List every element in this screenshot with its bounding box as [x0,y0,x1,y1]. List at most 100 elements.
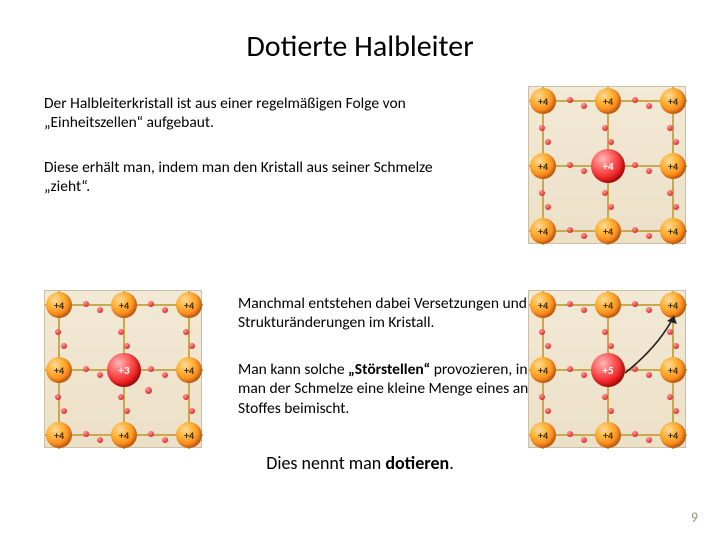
electron [124,408,130,414]
electron [567,366,573,372]
paragraph-2: Diese erhält man, indem man den Kristall… [44,158,454,197]
atom: +4 [530,153,556,179]
text: Dies nennt man [266,452,385,474]
atom: +4 [46,357,72,383]
atom: +4 [530,218,556,244]
atom: +4 [111,292,137,318]
electron [567,301,573,307]
page-number: 9 [691,509,698,526]
electron [124,343,130,349]
atom: +4 [176,422,202,448]
electron [545,204,551,210]
electron [545,408,551,414]
electron [602,125,608,131]
electron [581,372,587,378]
electron [83,431,89,437]
electron [673,204,679,210]
electron [608,343,614,349]
atom: +4 [530,292,556,318]
electron [189,408,195,414]
electron [673,408,679,414]
electron [162,437,168,443]
electron [61,343,67,349]
electron [602,190,608,196]
electron [83,366,89,372]
electron [148,366,154,372]
electron [632,366,638,372]
electron [667,329,673,335]
atom: +4 [660,153,686,179]
page-title: Dotierte Halbleiter [0,0,720,83]
electron [646,168,652,174]
atom: +4 [660,357,686,383]
electron [608,408,614,414]
atom: +4 [46,292,72,318]
electron [608,139,614,145]
electron [581,307,587,313]
electron [55,329,61,335]
electron [118,394,124,400]
electron [632,97,638,103]
atom: +4 [176,292,202,318]
electron [632,227,638,233]
electron [539,394,545,400]
electron [162,307,168,313]
atom: +4 [530,422,556,448]
electron [581,233,587,239]
electron [673,343,679,349]
paragraph-3: Manchmal entstehen dabei Versetzungen un… [238,294,568,333]
atom: +4 [660,292,686,318]
atom: +4 [46,422,72,448]
electron [97,437,103,443]
atom: +4 [595,422,621,448]
electron [545,343,551,349]
electron [581,168,587,174]
electron [567,162,573,168]
electron [581,103,587,109]
atom-center: +3 [107,353,141,387]
electron [646,307,652,313]
lattice-diagram-defect-p: +4+4+4+4+4+4+4+4+3 [44,290,202,448]
electron [567,227,573,233]
electron [646,233,652,239]
electron [646,103,652,109]
atom: +4 [595,218,621,244]
electron [602,329,608,335]
electron [97,307,103,313]
electron [539,125,545,131]
atom: +4 [530,357,556,383]
electron [632,301,638,307]
electron [632,431,638,437]
electron [183,329,189,335]
electron [646,437,652,443]
electron [646,372,652,378]
electron [55,394,61,400]
free-electron [145,387,152,394]
bold-term: „Störstellen“ [348,360,430,379]
electron [567,97,573,103]
lattice-diagram-defect-n: +4+4+4+4+4+4+4+4+5 [528,290,686,448]
atom-center: +4 [591,149,625,183]
electron [673,139,679,145]
lattice-diagram-normal: +4+4+4+4+4+4+4+4+4 [528,86,686,244]
electron [539,190,545,196]
electron [667,190,673,196]
electron [667,125,673,131]
electron [97,372,103,378]
text: Man kann solche [238,360,348,379]
electron [148,431,154,437]
atom: +4 [660,422,686,448]
atom: +4 [595,292,621,318]
electron [539,329,545,335]
atom: +4 [595,88,621,114]
paragraph-1: Der Halbleiterkristall ist aus einer reg… [44,94,454,133]
electron [183,394,189,400]
text: . [449,452,454,474]
paragraph-5: Dies nennt man dotieren. [0,452,720,475]
electron [118,329,124,335]
paragraph-4: Man kann solche „Störstellen“ provoziere… [238,360,578,418]
electron [602,394,608,400]
electron [148,301,154,307]
bold-term: dotieren [385,452,449,474]
electron [162,372,168,378]
